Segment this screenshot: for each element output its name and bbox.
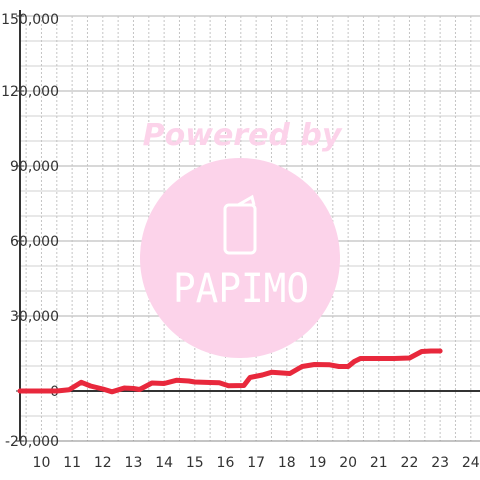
- y-tick-label: 30,000: [10, 309, 59, 325]
- x-tick-label: 15: [186, 455, 204, 471]
- x-tick-label: 14: [155, 455, 173, 471]
- watermark-brand: PAPIMO: [173, 266, 309, 312]
- y-tick-label: 90,000: [10, 159, 59, 175]
- x-axis-labels: 10 11 12 13 14 15 16 17 18 19 20 21 22 23 24: [33, 455, 480, 471]
- watermark: Powered by PAPIMO: [140, 118, 343, 358]
- x-tick-label: 23: [431, 455, 449, 471]
- x-tick-label: 16: [217, 455, 235, 471]
- watermark-text: Powered by: [143, 118, 343, 153]
- x-tick-label: 22: [401, 455, 419, 471]
- x-tick-label: 20: [339, 455, 357, 471]
- x-tick-label: 10: [33, 455, 51, 471]
- x-tick-label: 17: [247, 455, 265, 471]
- watermark-circle: [140, 158, 340, 358]
- y-tick-label: 150,000: [1, 12, 59, 28]
- x-tick-label: 12: [94, 455, 112, 471]
- x-tick-label: 24: [462, 455, 480, 471]
- y-tick-label: -20,000: [5, 434, 59, 450]
- phone-icon: [223, 194, 257, 255]
- axes: [19, 10, 480, 442]
- series-line: [17, 348, 443, 395]
- x-tick-label: 21: [370, 455, 388, 471]
- x-tick-label: 19: [309, 455, 327, 471]
- y-tick-label: 120,000: [1, 84, 59, 100]
- x-tick-label: 13: [125, 455, 143, 471]
- x-tick-label: 18: [278, 455, 296, 471]
- series-group: [17, 348, 443, 395]
- y-tick-label: 60,000: [10, 234, 59, 250]
- x-tick-label: 11: [63, 455, 81, 471]
